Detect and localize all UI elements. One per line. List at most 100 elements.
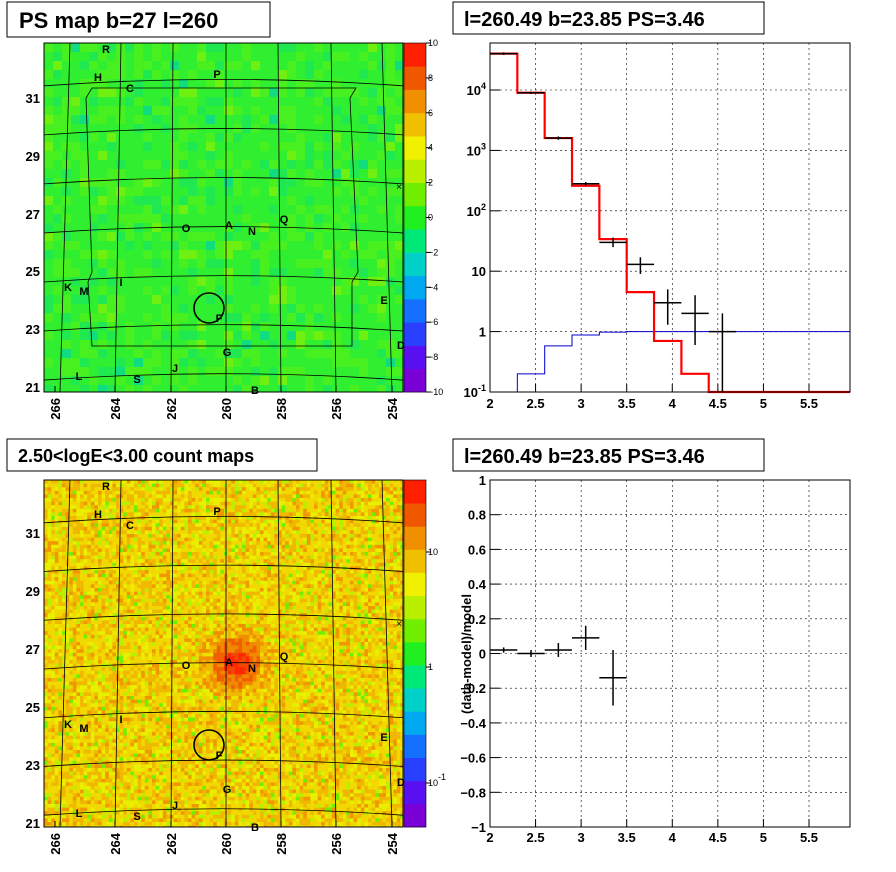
map-pixel	[161, 223, 171, 233]
map-pixel	[245, 559, 250, 564]
map-pixel	[125, 214, 135, 224]
map-pixel	[314, 501, 318, 506]
map-pixel	[335, 588, 340, 592]
map-pixel	[360, 490, 365, 495]
map-pixel	[197, 349, 207, 359]
map-pixel	[339, 580, 344, 585]
map-pixel	[332, 487, 336, 492]
map-pixel	[184, 512, 189, 517]
map-pixel	[134, 584, 138, 589]
map-pixel	[105, 480, 110, 484]
map-pixel	[170, 61, 180, 71]
map-pixel	[377, 205, 387, 215]
map-pixel	[251, 142, 261, 152]
map-pixel	[170, 133, 180, 143]
map-pixel	[202, 498, 207, 502]
map-pixel	[89, 358, 99, 368]
map-pixel	[306, 505, 311, 510]
map-pixel	[130, 537, 135, 542]
map-pixel	[108, 534, 113, 538]
map-pixel	[69, 580, 74, 585]
map-pixel	[396, 570, 401, 574]
map-pixel	[116, 241, 126, 251]
map-pixel	[90, 487, 95, 492]
map-pixel	[310, 480, 315, 484]
map-pixel	[162, 537, 167, 542]
map-pixel	[378, 541, 383, 546]
map-pixel	[213, 544, 218, 549]
map-pixel	[341, 313, 351, 323]
map-pixel	[359, 214, 369, 224]
map-pixel	[173, 483, 178, 488]
map-pixel	[364, 490, 369, 495]
map-pixel	[152, 505, 156, 510]
map-pixel	[310, 566, 315, 571]
map-pixel	[393, 580, 398, 585]
map-pixel	[231, 552, 236, 556]
map-pixel	[143, 241, 153, 251]
map-pixel	[105, 577, 110, 582]
map-pixel	[51, 512, 56, 517]
map-pixel	[44, 577, 48, 582]
map-pixel	[83, 483, 88, 488]
map-pixel	[233, 205, 243, 215]
map-pixel	[396, 480, 401, 484]
x-tick-label: 266	[48, 398, 63, 420]
map-pixel	[400, 505, 404, 510]
source-label-k: K	[64, 282, 72, 294]
map-pixel	[378, 530, 383, 535]
map-pixel	[269, 241, 279, 251]
map-pixel	[328, 505, 333, 510]
map-pixel	[144, 588, 149, 592]
map-pixel	[269, 43, 279, 53]
map-pixel	[62, 277, 72, 287]
map-pixel	[206, 133, 216, 143]
map-pixel	[126, 512, 131, 517]
map-pixel	[179, 106, 189, 116]
map-pixel	[155, 516, 160, 520]
map-pixel	[296, 340, 306, 350]
map-pixel	[216, 591, 221, 596]
map-pixel	[206, 250, 216, 260]
map-pixel	[108, 555, 113, 560]
map-pixel	[177, 591, 182, 596]
map-pixel	[328, 584, 333, 589]
map-pixel	[108, 512, 113, 517]
map-pixel	[141, 537, 146, 542]
map-pixel	[83, 584, 88, 589]
map-pixel	[296, 544, 300, 549]
map-pixel	[287, 304, 297, 314]
map-pixel	[400, 580, 404, 585]
map-pixel	[54, 530, 59, 535]
map-pixel	[87, 480, 92, 484]
map-pixel	[71, 115, 81, 125]
map-pixel	[180, 541, 185, 546]
map-pixel	[123, 548, 128, 553]
map-pixel	[260, 106, 270, 116]
map-pixel	[152, 516, 156, 520]
map-pixel	[303, 588, 308, 592]
map-pixel	[377, 124, 387, 134]
map-pixel	[80, 544, 84, 549]
map-pixel	[270, 559, 275, 564]
map-pixel	[152, 169, 162, 179]
map-pixel	[71, 214, 81, 224]
map-pixel	[252, 508, 257, 513]
map-pixel	[53, 142, 63, 152]
map-pixel	[393, 534, 398, 538]
map-pixel	[54, 480, 59, 484]
map-pixel	[179, 151, 189, 161]
map-pixel	[314, 304, 324, 314]
map-pixel	[314, 223, 324, 233]
map-pixel	[382, 523, 387, 528]
map-pixel	[62, 595, 66, 600]
map-pixel	[227, 498, 232, 502]
map-pixel	[270, 552, 275, 556]
map-pixel	[180, 519, 185, 524]
map-pixel	[270, 580, 275, 585]
map-pixel	[216, 573, 221, 578]
map-pixel	[126, 591, 131, 596]
map-pixel	[191, 541, 196, 546]
map-pixel	[231, 516, 236, 520]
map-pixel	[256, 508, 261, 513]
